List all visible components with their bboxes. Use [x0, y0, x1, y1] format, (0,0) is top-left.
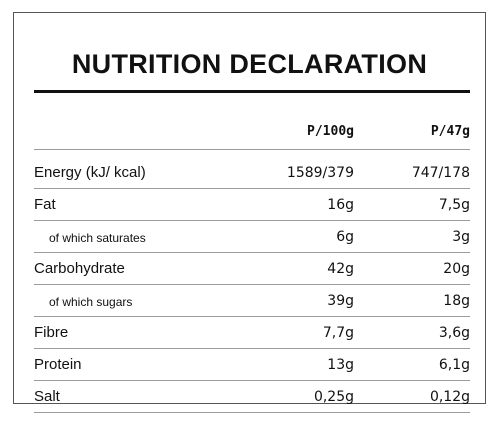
value-per-serving: 18g: [443, 293, 470, 309]
value-per-100g: 7,7g: [322, 325, 354, 341]
table-row-salt: Salt 0,25g 0,12g: [34, 381, 470, 413]
table-row-fat: Fat 16g 7,5g: [34, 189, 470, 221]
row-label: Salt: [34, 388, 60, 405]
value-per-100g: 16g: [327, 197, 354, 213]
nutrition-table: P/100g P/47g Energy (kJ/ kcal) 1589/379 …: [34, 93, 470, 413]
value-per-100g: 42g: [327, 261, 354, 277]
row-label: of which sugars: [49, 295, 133, 309]
value-per-serving: 20g: [443, 261, 470, 277]
table-row-carbohydrate: Carbohydrate 42g 20g: [34, 253, 470, 285]
value-per-100g: 39g: [327, 293, 354, 309]
value-per-serving: 0,12g: [429, 389, 470, 405]
table-header-row: P/100g P/47g: [34, 93, 470, 150]
title-divider: [34, 90, 470, 93]
table-row-protein: Protein 13g 6,1g: [34, 349, 470, 381]
row-label: Protein: [34, 356, 82, 373]
value-per-serving: 6,1g: [438, 357, 470, 373]
column-header-per-100g: P/100g: [307, 124, 354, 139]
value-per-serving: 3,6g: [438, 325, 470, 341]
value-per-serving: 3g: [452, 229, 470, 245]
page-title: NUTRITION DECLARATION: [71, 49, 428, 79]
row-label: of which saturates: [49, 231, 146, 245]
column-header-per-serving: P/47g: [430, 124, 470, 139]
value-per-serving: 7,5g: [438, 197, 470, 213]
value-per-100g: 6g: [336, 229, 354, 245]
row-label: Energy (kJ/ kcal): [34, 164, 146, 181]
table-row-fibre: Fibre 7,7g 3,6g: [34, 317, 470, 349]
value-per-serving: 747/178: [411, 165, 470, 181]
table-row-saturates: of which saturates 6g 3g: [34, 221, 470, 253]
row-label: Carbohydrate: [34, 260, 125, 277]
value-per-100g: 1589/379: [286, 165, 354, 181]
table-row-energy: Energy (kJ/ kcal) 1589/379 747/178: [34, 150, 470, 189]
nutrition-panel: NUTRITION DECLARATION P/100g P/47g Energ…: [13, 12, 486, 413]
row-label: Fibre: [34, 324, 69, 341]
row-label: Fat: [34, 196, 56, 213]
table-row-sugars: of which sugars 39g 18g: [34, 285, 470, 317]
value-per-100g: 13g: [327, 357, 354, 373]
value-per-100g: 0,25g: [313, 389, 354, 405]
